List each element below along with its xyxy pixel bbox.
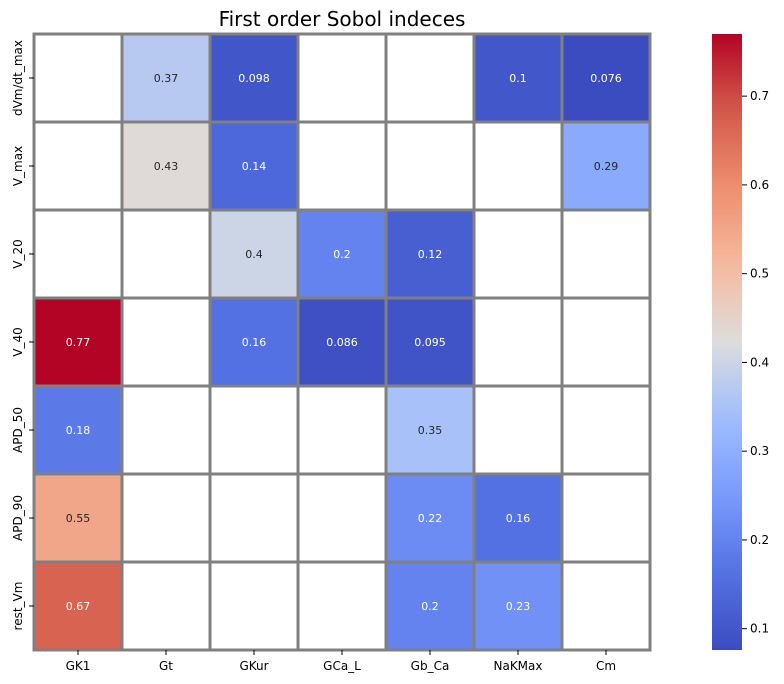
x-tick-label: GCa_L [323,659,361,673]
heatmap-cell [120,472,212,564]
heatmap-cell-label: 0.14 [242,160,267,173]
heatmap-cell-label: 0.4 [245,248,263,261]
heatmap-cell [120,560,212,652]
heatmap-cells [32,32,652,652]
heatmap-cell-label: 0.37 [154,72,179,85]
heatmap-cell-label: 0.2 [333,248,351,261]
colorbar-tick-label: 0.2 [750,533,769,547]
heatmap-cell-label: 0.22 [418,512,443,525]
heatmap-cell [296,120,388,212]
heatmap-cell [120,296,212,388]
heatmap-cell-label: 0.095 [414,336,446,349]
heatmap-cell-label: 0.2 [421,600,439,613]
heatmap-cell [208,560,300,652]
heatmap-cell [296,384,388,476]
heatmap-cell [472,32,564,124]
colorbar-tick-label: 0.5 [750,267,769,281]
heatmap-cell [208,384,300,476]
heatmap-cell-label: 0.098 [238,72,270,85]
heatmap-cell [296,32,388,124]
y-tick-label: dVm/dt_max [11,40,25,116]
heatmap-cell-label: 0.29 [594,160,619,173]
heatmap-cell-label: 0.77 [66,336,91,349]
heatmap-cell-label: 0.16 [506,512,531,525]
heatmap-cell [32,384,124,476]
heatmap-cell-label: 0.23 [506,600,531,613]
heatmap-cell-label: 0.67 [66,600,91,613]
colorbar-tick-label: 0.4 [750,355,769,369]
heatmap-cell [472,560,564,652]
heatmap-cell [32,32,124,124]
heatmap-cell [384,120,476,212]
heatmap-cell [384,208,476,300]
heatmap-cell [384,560,476,652]
heatmap-cell-labels: 0.37 0.098 0.1 0.076 0.43 0.14 0.29 0.4 0.2 0.12 0… [66,72,622,613]
y-tick-label: APD_90 [11,495,25,541]
heatmap-cell [208,472,300,564]
x-tick-label: Gt [159,659,173,673]
heatmap-cell-label: 0.12 [418,248,443,261]
x-tick-label: NaKMax [493,659,542,673]
x-tick-label: GK1 [66,659,91,673]
heatmap-cell [32,472,124,564]
colorbar: 0.1 0.2 0.3 0.4 0.5 0.6 0.7 [712,34,769,650]
y-axis: dVm/dt_max V_max V_20 V_40 APD_50 APD_90 rest_… [11,40,34,630]
heatmap-cell-label: 0.1 [509,72,527,85]
heatmap-cell [560,208,652,300]
heatmap-cell-label: 0.16 [242,336,267,349]
colorbar-tick-label: 0.1 [750,622,769,636]
chart-title: First order Sobol indeces [219,7,466,31]
heatmap-cell [120,384,212,476]
y-tick-label: V_40 [11,327,25,356]
colorbar-bar [712,34,742,650]
heatmap-cell [560,120,652,212]
heatmap-cell [560,384,652,476]
heatmap-cell [472,208,564,300]
heatmap-cell [296,560,388,652]
heatmap-cell-label: 0.43 [154,160,179,173]
heatmap-cell [472,296,564,388]
heatmap-cell [208,120,300,212]
heatmap-cell [560,296,652,388]
heatmap-cell [472,384,564,476]
heatmap-cell [32,296,124,388]
heatmap-cell-label: 0.18 [66,424,91,437]
heatmap-cell [120,208,212,300]
colorbar-tick-label: 0.6 [750,178,769,192]
x-tick-label: Gb_Ca [411,659,450,673]
y-tick-label: rest_Vm [11,582,25,631]
heatmap-cell [32,208,124,300]
heatmap-cell [560,560,652,652]
x-tick-label: Cm [596,659,616,673]
colorbar-tick-label: 0.3 [750,444,769,458]
heatmap-cell [296,472,388,564]
y-tick-label: V_20 [11,239,25,268]
heatmap-cell [384,32,476,124]
x-tick-label: GKur [239,659,268,673]
y-tick-label: APD_50 [11,407,25,453]
heatmap-cell-label: 0.55 [66,512,91,525]
y-tick-label: V_max [11,146,25,186]
heatmap-cell [32,120,124,212]
heatmap-cell [560,472,652,564]
heatmap-cell [208,208,300,300]
heatmap-cell-label: 0.076 [590,72,622,85]
x-axis: GK1 Gt GKur GCa_L Gb_Ca NaKMax Cm [66,650,616,673]
heatmap-cell-label: 0.086 [326,336,358,349]
heatmap-cell [472,120,564,212]
heatmap-cell-label: 0.35 [418,424,443,437]
colorbar-tick-label: 0.7 [750,89,769,103]
